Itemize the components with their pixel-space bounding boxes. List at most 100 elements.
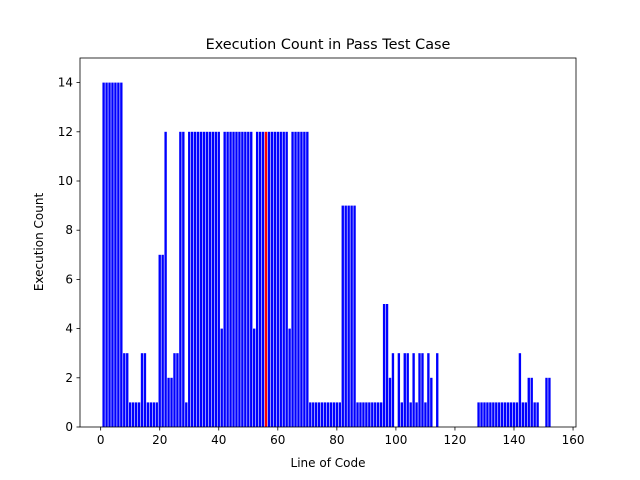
bar — [300, 132, 302, 427]
bar — [477, 402, 479, 427]
bar — [232, 132, 234, 427]
bar — [333, 402, 335, 427]
bar — [409, 402, 411, 427]
bar — [389, 378, 391, 427]
bar — [342, 206, 344, 427]
bar — [345, 206, 347, 427]
bar — [404, 353, 406, 427]
bar — [548, 378, 550, 427]
bar — [362, 402, 364, 427]
bar — [480, 402, 482, 427]
x-tick-label: 160 — [562, 433, 585, 447]
x-tick-label: 20 — [152, 433, 167, 447]
bar — [221, 329, 223, 427]
bar — [135, 402, 137, 427]
bar — [132, 402, 134, 427]
bar — [212, 132, 214, 427]
bar — [525, 402, 527, 427]
bar — [179, 132, 181, 427]
bar — [427, 353, 429, 427]
bar — [235, 132, 237, 427]
bar — [215, 132, 217, 427]
bar — [244, 132, 246, 427]
bar — [436, 353, 438, 427]
bar — [259, 132, 261, 427]
bar — [256, 132, 258, 427]
x-tick-label: 60 — [270, 433, 285, 447]
bar — [150, 402, 152, 427]
x-tick-label: 100 — [384, 433, 407, 447]
bar — [268, 132, 270, 427]
bar — [315, 402, 317, 427]
bar — [507, 402, 509, 427]
bar — [486, 402, 488, 427]
bar — [206, 132, 208, 427]
y-tick-label: 0 — [65, 420, 73, 434]
bar — [164, 132, 166, 427]
bar — [309, 402, 311, 427]
bar — [510, 402, 512, 427]
bar — [412, 353, 414, 427]
bar — [483, 402, 485, 427]
bar — [114, 83, 116, 427]
bar — [111, 83, 113, 427]
bar — [312, 402, 314, 427]
bar — [430, 378, 432, 427]
bar — [108, 83, 110, 427]
y-tick-label: 6 — [65, 272, 73, 286]
bar — [209, 132, 211, 427]
bar — [147, 402, 149, 427]
bar — [161, 255, 163, 427]
bar — [200, 132, 202, 427]
bar — [377, 402, 379, 427]
bar — [353, 206, 355, 427]
y-tick-label: 10 — [58, 174, 73, 188]
bar — [159, 255, 161, 427]
bar — [501, 402, 503, 427]
bar — [528, 378, 530, 427]
bar — [297, 132, 299, 427]
bar — [347, 206, 349, 427]
bar — [277, 132, 279, 427]
bar — [274, 132, 276, 427]
bar — [324, 402, 326, 427]
bar — [398, 353, 400, 427]
bar — [424, 402, 426, 427]
bar — [392, 353, 394, 427]
bar — [223, 132, 225, 427]
bar — [383, 304, 385, 427]
bar — [238, 132, 240, 427]
y-tick-label: 12 — [58, 125, 73, 139]
bar — [519, 353, 521, 427]
bar — [185, 402, 187, 427]
bar — [407, 353, 409, 427]
bar — [492, 402, 494, 427]
bar — [356, 402, 358, 427]
x-axis-label: Line of Code — [291, 456, 366, 470]
bar — [271, 132, 273, 427]
bar — [504, 402, 506, 427]
bar — [339, 402, 341, 427]
bar — [123, 353, 125, 427]
bar — [285, 132, 287, 427]
bar — [194, 132, 196, 427]
x-tick-label: 120 — [443, 433, 466, 447]
bar — [102, 83, 104, 427]
bar — [105, 83, 107, 427]
bar — [533, 402, 535, 427]
bar — [265, 132, 267, 427]
bar — [294, 132, 296, 427]
bar — [173, 353, 175, 427]
x-tick-label: 80 — [329, 433, 344, 447]
bar — [283, 132, 285, 427]
x-tick-label: 140 — [503, 433, 526, 447]
y-tick-label: 4 — [65, 322, 73, 336]
bar — [386, 304, 388, 427]
bar — [536, 402, 538, 427]
bar — [495, 402, 497, 427]
bar — [522, 402, 524, 427]
bar — [350, 206, 352, 427]
bar — [191, 132, 193, 427]
bar — [144, 353, 146, 427]
